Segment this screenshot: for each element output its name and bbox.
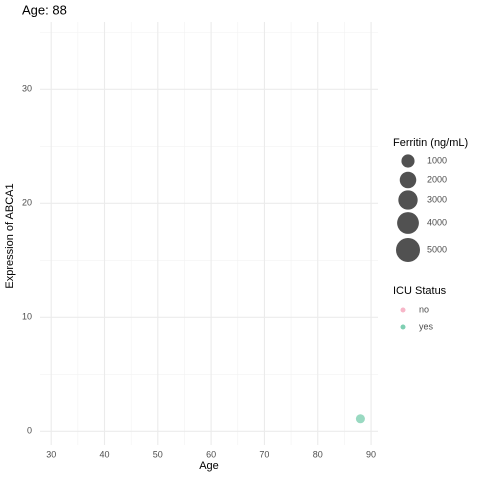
size-legend-key xyxy=(401,154,415,168)
size-legend-label: 3000 xyxy=(427,194,447,204)
size-legend-key xyxy=(397,212,419,234)
size-legend-key xyxy=(399,171,417,189)
x-tick-label: 80 xyxy=(313,449,323,459)
y-tick-label: 20 xyxy=(22,198,32,208)
x-tick-label: 50 xyxy=(153,449,163,459)
color-legend-key xyxy=(400,324,406,330)
size-legend-label: 2000 xyxy=(427,174,447,184)
chart-title: Age: 88 xyxy=(22,2,67,17)
color-legend-title: ICU Status xyxy=(393,285,447,297)
x-tick-label: 60 xyxy=(206,449,216,459)
x-axis-label: Age xyxy=(199,460,219,472)
size-legend-key xyxy=(396,238,420,262)
size-legend-label: 5000 xyxy=(427,244,447,254)
y-tick-label: 10 xyxy=(22,312,32,322)
x-tick-label: 90 xyxy=(366,449,376,459)
size-legend-label: 1000 xyxy=(427,155,447,165)
y-tick-label: 30 xyxy=(22,84,32,94)
x-tick-label: 40 xyxy=(100,449,110,459)
y-axis-label: Expression of ABCA1 xyxy=(4,183,16,288)
y-tick-label: 0 xyxy=(27,426,32,436)
color-legend-label: no xyxy=(419,304,429,314)
size-legend-key xyxy=(398,190,418,210)
color-legend-key xyxy=(400,307,406,313)
size-legend-label: 4000 xyxy=(427,217,447,227)
x-tick-label: 30 xyxy=(46,449,56,459)
point xyxy=(355,414,365,424)
x-tick-label: 70 xyxy=(259,449,269,459)
color-legend-label: yes xyxy=(419,321,434,331)
size-legend-title: Ferritin (ng/mL) xyxy=(393,137,468,149)
